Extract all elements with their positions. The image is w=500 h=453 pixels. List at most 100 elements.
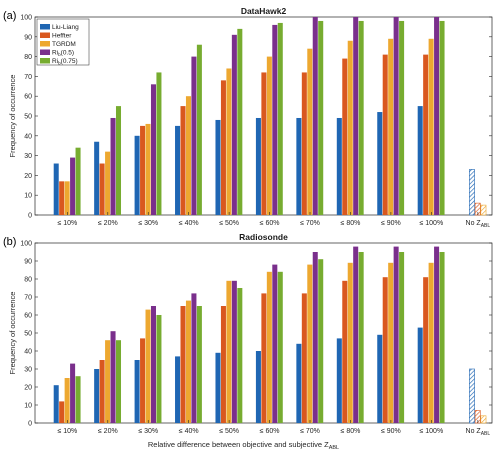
extra-category-sub: ABL: [481, 431, 491, 437]
bar: [231, 34, 237, 215]
bar: [196, 44, 202, 215]
x-tick-label: ≤ 30%: [138, 220, 158, 227]
bar: [175, 125, 181, 215]
chart-title: Radiosonde: [239, 232, 288, 242]
y-tick-label: 0: [28, 421, 32, 428]
bar: [140, 338, 146, 423]
no-zabl-bar: [480, 204, 487, 216]
x-tick-label: ≤ 60%: [260, 428, 280, 435]
chart-panel-2: 0 10 20 30 40 50 60 70 80 90 100 (b) Radiosonde Frequ…: [3, 232, 493, 451]
bar: [301, 293, 307, 423]
bar: [185, 96, 191, 215]
bar: [237, 28, 243, 215]
bar: [336, 117, 342, 215]
y-tick-label: 100: [20, 241, 32, 248]
bar: [180, 106, 186, 215]
bar: [255, 117, 261, 215]
x-tick-label: ≤ 100%: [419, 220, 443, 227]
bar: [180, 306, 186, 423]
bar: [266, 271, 272, 423]
legend-entry: Heffter: [52, 33, 72, 40]
legend-swatch: [40, 41, 50, 47]
bar: [191, 293, 197, 423]
y-axis-label: Frequency of occurrence: [8, 292, 17, 375]
x-axis-label-sub: ABL: [329, 445, 339, 451]
legend-entry-sub: b: [58, 52, 61, 57]
no-zabl-bar: [469, 169, 475, 216]
y-tick-label: 80: [24, 54, 32, 61]
x-tick-label: ≤ 20%: [98, 220, 118, 227]
legend-entry: TGRDM: [52, 41, 76, 48]
bar: [353, 17, 359, 215]
y-tick-label: 30: [24, 367, 32, 374]
x-tick-label-extra: No ZABL: [466, 428, 491, 437]
x-tick-label: ≤ 20%: [98, 428, 118, 435]
bar: [75, 376, 81, 423]
x-axis-label: Relative difference between objective an…: [148, 440, 339, 451]
x-tick-label: ≤ 50%: [219, 220, 239, 227]
bar: [115, 106, 122, 215]
bar: [301, 72, 307, 215]
y-tick-label: 90: [24, 34, 32, 41]
legend-entry-main: Ri: [52, 58, 58, 65]
bar: [388, 38, 394, 215]
legend-entry-main: Liu-Liang: [52, 24, 79, 31]
y-tick-label: 50: [24, 114, 32, 121]
bar: [196, 306, 202, 423]
bar: [428, 38, 434, 215]
bar: [417, 327, 423, 423]
y-tick-label: 90: [24, 259, 32, 266]
bar: [342, 58, 348, 215]
legend-entry-suffix: (0.75): [61, 58, 78, 65]
bar: [156, 315, 162, 423]
bar: [296, 343, 302, 423]
bar: [53, 163, 59, 215]
y-tick-label: 30: [24, 153, 32, 160]
legend-entry-suffix: (0.5): [61, 50, 74, 57]
bar: [150, 84, 156, 215]
legend-entry: Liu-Liang: [52, 24, 79, 31]
bar: [94, 369, 100, 423]
bar: [134, 135, 140, 215]
bar: [382, 54, 388, 216]
bar: [393, 17, 399, 215]
y-tick-label: 0: [28, 213, 32, 220]
legend-entry-main: TGRDM: [52, 41, 76, 48]
bar: [439, 20, 445, 216]
y-tick-label: 100: [20, 15, 32, 22]
bar: [377, 112, 383, 215]
y-tick-label: 40: [24, 349, 32, 356]
y-tick-label: 20: [24, 173, 32, 180]
x-tick-label: ≤ 10%: [57, 220, 77, 227]
bar: [110, 331, 116, 423]
bar: [358, 252, 364, 423]
bar: [423, 54, 429, 216]
bar: [237, 288, 243, 423]
x-tick-label: ≤ 60%: [260, 220, 280, 227]
bar: [318, 20, 324, 216]
bar: [382, 277, 388, 423]
bar: [220, 306, 226, 423]
bar: [377, 334, 383, 423]
bar: [439, 252, 445, 423]
y-tick-label: 70: [24, 295, 32, 302]
y-tick-label: 20: [24, 385, 32, 392]
legend-entry-sub: b: [58, 61, 61, 66]
bar: [145, 123, 151, 215]
bar: [353, 246, 359, 423]
bar: [255, 351, 261, 423]
y-tick-label: 10: [24, 193, 32, 200]
bar: [307, 264, 313, 423]
bar: [64, 181, 70, 215]
bar: [226, 68, 232, 215]
bar: [145, 309, 151, 423]
x-tick-label: ≤ 40%: [179, 220, 199, 227]
bar: [191, 56, 197, 215]
x-tick-label: ≤ 90%: [381, 220, 401, 227]
legend-entry: Rib(0.75): [52, 58, 78, 66]
bar: [226, 280, 232, 423]
legend-swatch: [40, 32, 50, 38]
bar: [347, 262, 353, 423]
bar: [312, 17, 318, 215]
